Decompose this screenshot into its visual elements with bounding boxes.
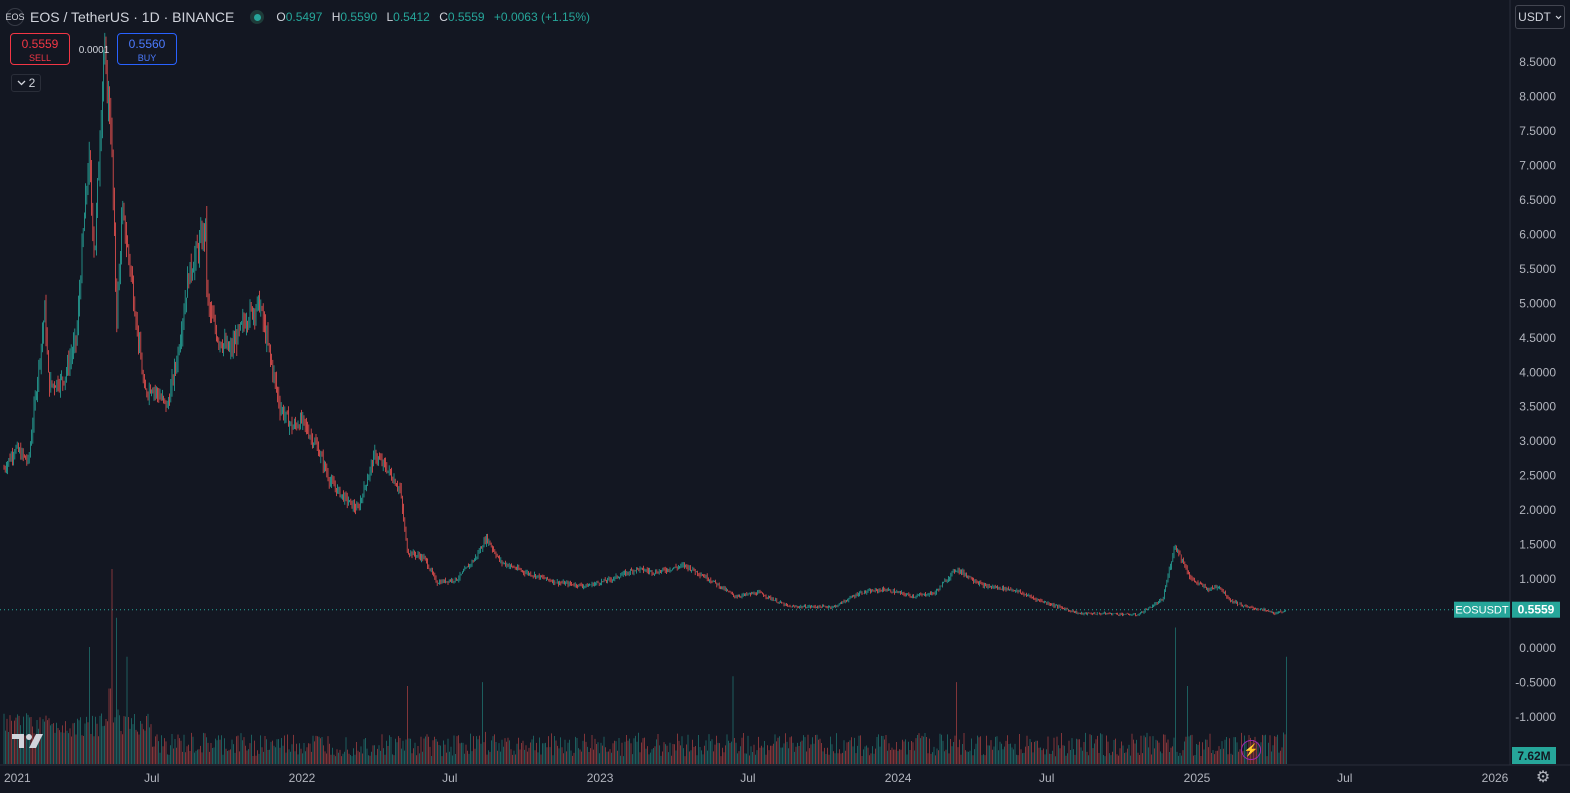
last-price-badge	[1512, 601, 1560, 618]
indicators-count: 2	[28, 76, 36, 90]
close-value: 0.5559	[447, 10, 485, 24]
price-tick-label: 8.0000	[1519, 90, 1556, 104]
time-tick-label: Jul	[1039, 771, 1054, 785]
time-tick-label: 2026	[1482, 771, 1509, 785]
time-tick-label: 2022	[289, 771, 316, 785]
time-tick-label: Jul	[740, 771, 755, 785]
high-value: 0.5590	[340, 10, 378, 24]
time-axis: 2021 Jul 2022 Jul 2023 Jul 2024 Jul 2025 Jul 2026	[4, 771, 1509, 785]
price-tick-label: 7.0000	[1519, 158, 1556, 172]
price-tick-label: 6.0000	[1519, 227, 1556, 241]
chevron-down-icon	[17, 80, 26, 86]
price-tick-label: 5.5000	[1519, 262, 1556, 276]
ohlc-values: O0.5497 H0.5590 L0.5412 C0.5559 +0.0063 …	[276, 10, 596, 24]
time-tick-label: Jul	[442, 771, 457, 785]
volume-series	[3, 569, 1287, 764]
price-tick-label: 4.5000	[1519, 331, 1556, 345]
time-tick-label: 2024	[885, 771, 912, 785]
buy-label: BUY	[137, 53, 157, 63]
price-tick-label: 0.0000	[1519, 641, 1556, 655]
market-status-icon[interactable]	[250, 10, 265, 24]
sell-price: 0.5559	[21, 37, 59, 51]
currency-value: USDT	[1518, 10, 1551, 24]
price-tick-label: -1.0000	[1515, 710, 1556, 724]
buy-button[interactable]: 0.5560 BUY	[117, 33, 177, 65]
eos-logo-icon: EOS	[5, 8, 25, 26]
gear-icon[interactable]: ⚙	[1535, 769, 1551, 786]
price-tick-label: 7.5000	[1519, 124, 1556, 138]
time-tick-label: 2023	[587, 771, 614, 785]
lightning-icon[interactable]: ⚡	[1241, 740, 1261, 760]
price-tick-label: 4.0000	[1519, 365, 1556, 379]
open-label: O	[276, 10, 286, 24]
price-tick-label: 6.5000	[1519, 193, 1556, 207]
price-axis: 8.5000 8.0000 7.5000 7.0000 6.5000 6.0000 5.50…	[1515, 55, 1556, 724]
tradingview-logo-icon[interactable]	[12, 732, 46, 750]
buy-price: 0.5560	[128, 37, 166, 51]
volume-last-badge	[1512, 747, 1556, 764]
price-tick-label: 2.0000	[1519, 503, 1556, 517]
time-tick-label: 2021	[4, 771, 31, 785]
last-price-label: EOSUSDT 0.5559	[1454, 601, 1560, 618]
logo-glyph: EOS	[5, 12, 25, 22]
price-tick-label: 1.0000	[1519, 572, 1556, 586]
currency-selector[interactable]: USDT	[1515, 5, 1565, 29]
close-label: C	[439, 10, 448, 24]
price-tick-label: 3.0000	[1519, 434, 1556, 448]
volume-last-label: 7.62M	[1512, 747, 1556, 764]
time-tick-label: 2025	[1184, 771, 1211, 785]
price-tick-label: -0.5000	[1515, 676, 1556, 690]
symbol-title[interactable]: EOS / TetherUS · 1D · BINANCE	[30, 9, 235, 25]
symbol-header[interactable]: EOS EOS / TetherUS · 1D · BINANCE O0.549…	[6, 6, 596, 28]
high-label: H	[331, 10, 341, 24]
price-tick-label: 1.5000	[1519, 538, 1556, 552]
symbol-badge	[1454, 601, 1510, 618]
volume-last-value: 7.62M	[1517, 749, 1550, 763]
change-value: +0.0063 (+1.15%)	[493, 10, 590, 24]
spread-value: 0.0001	[78, 45, 110, 56]
candlestick-series	[3, 32, 1286, 617]
open-value: 0.5497	[285, 10, 323, 24]
sell-button[interactable]: 0.5559 SELL	[10, 33, 70, 65]
price-tick-label: 5.0000	[1519, 296, 1556, 310]
time-tick-label: Jul	[144, 771, 159, 785]
chevron-down-icon	[1555, 15, 1562, 19]
price-tick-label: 3.5000	[1519, 400, 1556, 414]
symbol-badge-label: EOSUSDT	[1455, 605, 1508, 617]
price-tick-label: 8.5000	[1519, 55, 1556, 69]
last-price-value: 0.5559	[1518, 603, 1555, 617]
low-value: 0.5412	[393, 10, 430, 24]
time-tick-label: Jul	[1337, 771, 1352, 785]
sell-label: SELL	[28, 53, 52, 63]
price-tick-label: 2.5000	[1519, 469, 1556, 483]
indicators-toggle[interactable]: 2	[11, 74, 41, 92]
low-label: L	[386, 10, 394, 24]
